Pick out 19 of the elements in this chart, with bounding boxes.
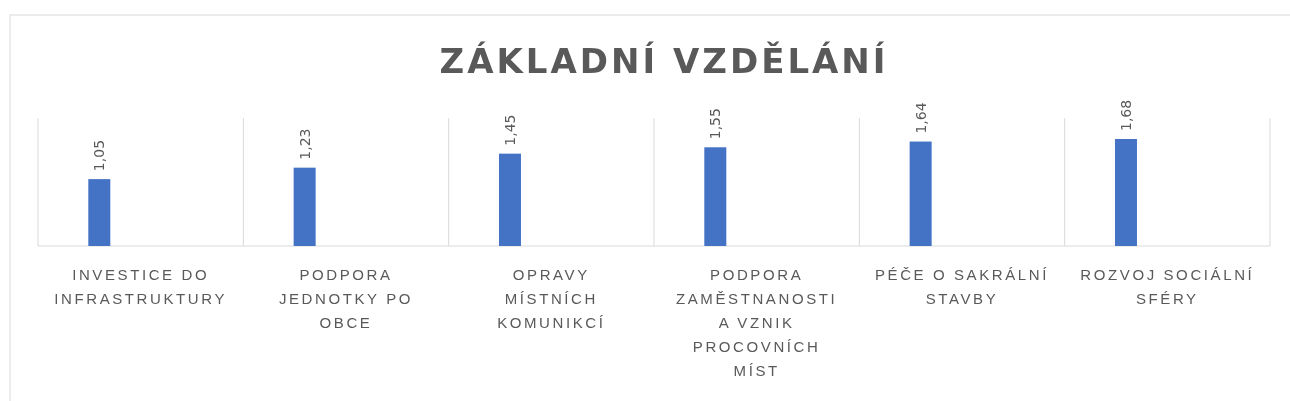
data-label: 1,45 — [501, 114, 518, 146]
x-tick-label: ROZVOJ SOCIÁLNÍ SFÉRY — [1080, 266, 1255, 307]
bar — [1114, 139, 1137, 246]
x-tick-label: PODPORA ZAMĚSTNANOSTI A VZNIK PROCOVNÍCH MÍST — [676, 266, 838, 379]
x-tick-label: INVESTICE DO INFRASTRUKTURY — [54, 266, 228, 307]
bar — [909, 141, 932, 246]
data-label: 1,55 — [707, 108, 724, 140]
data-label: 1,05 — [91, 139, 108, 172]
data-label: 1,64 — [912, 102, 929, 134]
data-label: 1,23 — [296, 128, 313, 160]
bar — [293, 167, 316, 246]
bar — [498, 153, 521, 246]
x-tick-label: PODPORA JEDNOTKY PO OBCE — [278, 266, 414, 331]
bar — [704, 147, 727, 246]
x-tick-label: PÉČE O SAKRÁLNÍ STAVBY — [874, 266, 1050, 307]
x-tick-label: OPRAVY MÍSTNÍCH KOMUNIKCÍ — [497, 266, 606, 331]
chart-title: ZÁKLADNÍ VZDĚLÁNÍ — [439, 41, 889, 81]
bar — [88, 179, 111, 246]
data-label: 1,68 — [1117, 99, 1134, 131]
